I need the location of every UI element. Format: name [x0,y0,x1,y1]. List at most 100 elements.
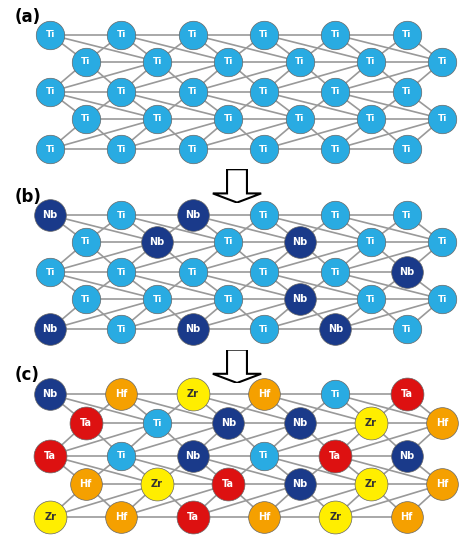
Text: Ti: Ti [438,57,447,66]
Text: Ti: Ti [259,451,269,460]
Point [118,390,125,398]
Point [296,295,303,304]
Text: Ti: Ti [438,295,447,304]
Point [225,114,232,123]
Text: Ti: Ti [259,30,269,39]
Point [403,30,410,39]
Point [296,114,303,123]
Point [296,418,303,427]
Text: Ti: Ti [117,145,126,154]
Text: Ti: Ti [117,451,126,460]
Point [367,57,375,66]
Point [296,238,303,246]
Text: Zr: Zr [329,512,341,522]
Text: Ta: Ta [44,451,56,461]
Point [296,480,303,489]
Text: Hf: Hf [115,512,128,522]
Text: Nb: Nb [292,418,307,428]
Point [46,88,54,97]
Text: Ti: Ti [259,268,269,277]
Text: Ti: Ti [117,30,126,39]
Point [438,418,446,427]
Point [46,210,54,219]
Text: Ti: Ti [153,57,162,66]
Text: Ti: Ti [331,268,340,277]
Text: Ta: Ta [329,451,341,461]
Point [46,390,54,398]
Point [438,295,446,304]
Text: Ti: Ti [402,145,411,154]
Text: Hf: Hf [436,418,448,428]
Text: Hf: Hf [436,480,448,490]
Text: Ta: Ta [187,512,199,522]
Text: Ti: Ti [366,295,375,304]
Text: Ti: Ti [153,114,162,123]
Text: Ti: Ti [224,57,233,66]
Point [331,512,339,521]
Text: Ti: Ti [81,57,91,66]
Point [189,512,197,521]
Text: Zr: Zr [44,512,56,522]
Text: Zr: Zr [365,418,377,428]
Text: Nb: Nb [399,268,414,278]
Point [153,480,161,489]
Text: Hf: Hf [258,512,270,522]
Text: Ti: Ti [81,238,91,246]
Text: Ta: Ta [222,480,234,490]
Text: Ta: Ta [80,418,92,428]
Text: Ti: Ti [188,145,197,154]
Text: Ti: Ti [224,114,233,123]
Point [438,238,446,246]
Point [260,268,268,277]
Point [225,418,232,427]
Point [118,268,125,277]
Point [153,114,161,123]
Text: Nb: Nb [43,325,58,335]
Text: Hf: Hf [258,389,270,399]
Text: Nb: Nb [292,237,307,247]
Text: (c): (c) [15,366,39,384]
Point [331,145,339,154]
Point [225,295,232,304]
Point [189,88,197,97]
Text: Ti: Ti [366,238,375,246]
Point [82,295,90,304]
Point [331,30,339,39]
Point [153,57,161,66]
Text: Ti: Ti [331,30,340,39]
Text: Ti: Ti [331,87,340,97]
Text: Ti: Ti [46,268,55,277]
Text: Ti: Ti [259,325,269,334]
Point [82,480,90,489]
Point [260,390,268,398]
Text: Nb: Nb [328,325,343,335]
Text: Ti: Ti [402,325,411,334]
Text: Ti: Ti [46,30,55,39]
Point [260,88,268,97]
Point [46,512,54,521]
Point [189,30,197,39]
Text: Ti: Ti [81,295,91,304]
Text: Ta: Ta [401,389,412,399]
Point [331,268,339,277]
Point [331,325,339,334]
Point [260,145,268,154]
Text: Ti: Ti [438,114,447,123]
Text: (a): (a) [15,8,41,26]
Point [260,30,268,39]
Point [331,390,339,398]
Point [225,238,232,246]
Text: Nb: Nb [399,451,414,461]
Text: Ti: Ti [295,57,304,66]
Text: Nb: Nb [185,451,201,461]
Point [189,451,197,460]
Point [367,114,375,123]
Text: Ti: Ti [188,30,197,39]
Point [82,238,90,246]
Point [260,512,268,521]
Point [153,238,161,246]
Point [189,210,197,219]
Point [438,57,446,66]
Point [403,325,410,334]
Point [118,145,125,154]
